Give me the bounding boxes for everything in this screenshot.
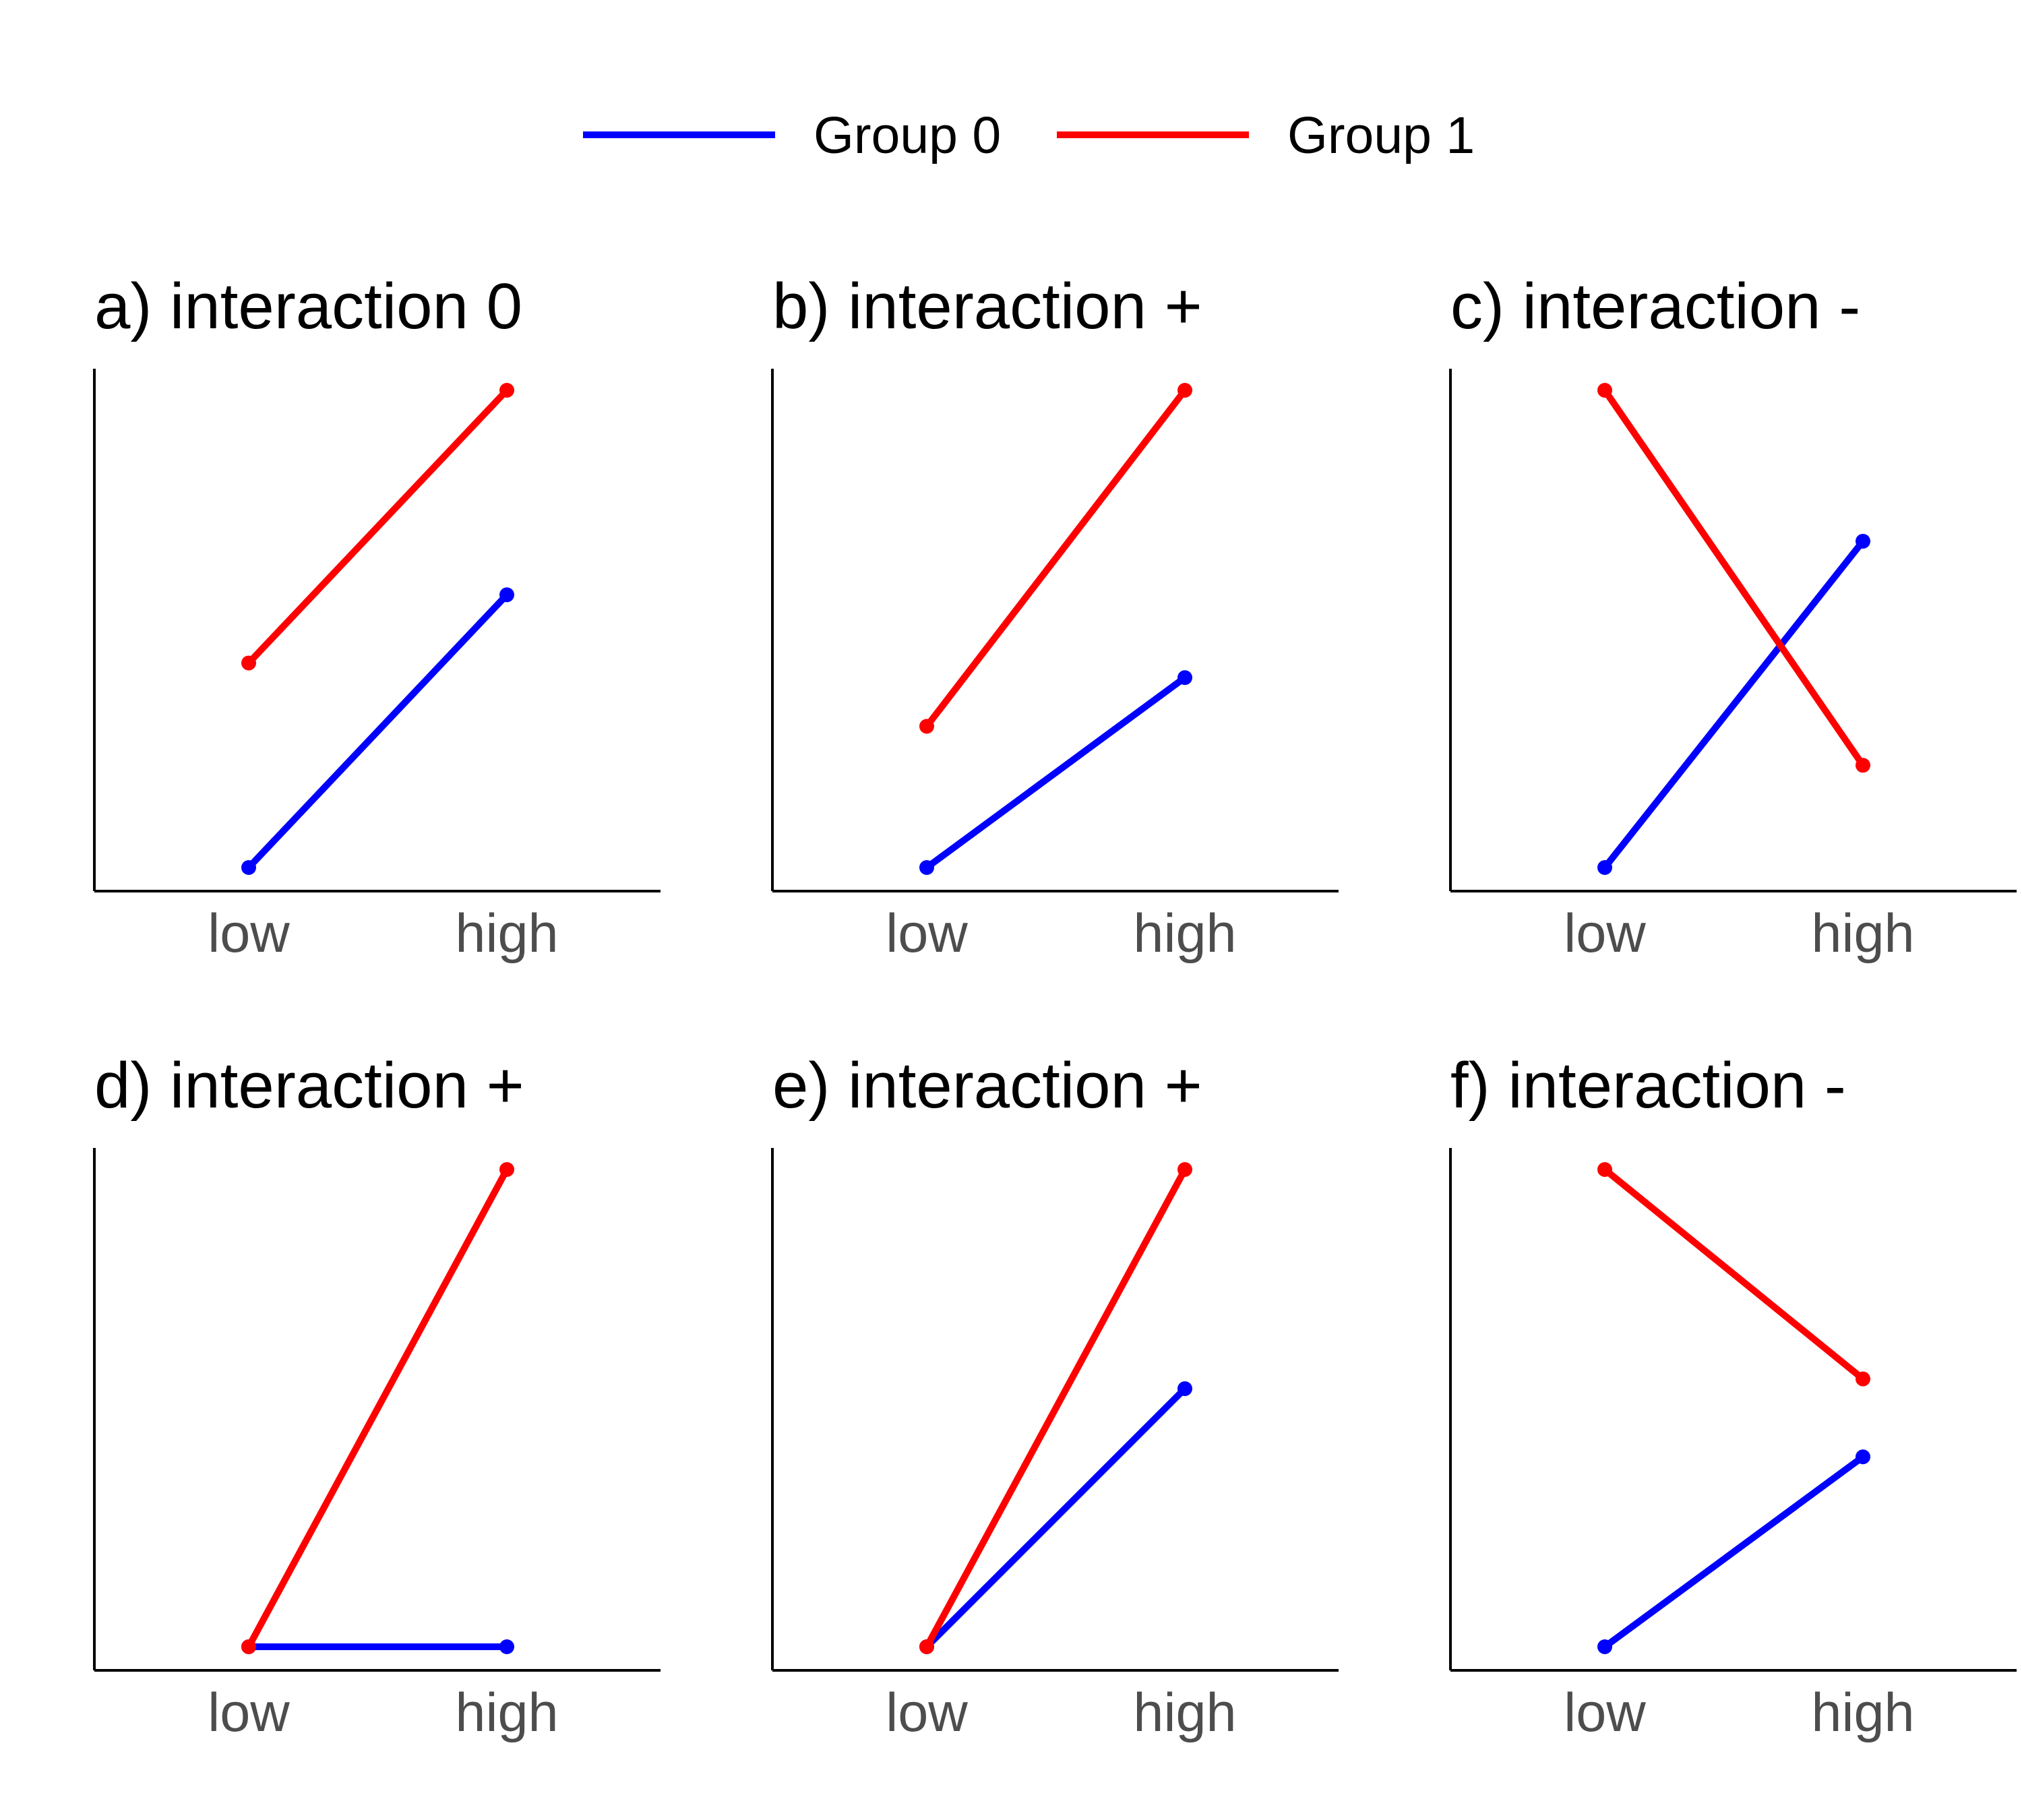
- data-point-low: [1597, 860, 1612, 875]
- series-line: [924, 1386, 1188, 1649]
- panel-title: f) interaction -: [1450, 1050, 1846, 1122]
- series-line: [245, 1167, 510, 1649]
- panel-e: e) interaction + low high: [771, 1050, 1339, 1743]
- data-point-high: [499, 383, 514, 398]
- x-tick-label: high: [455, 1682, 558, 1743]
- series-line: [246, 388, 510, 666]
- data-point-high: [499, 1639, 514, 1654]
- panel-title: a) interaction 0: [94, 270, 522, 342]
- x-tick-label: low: [1564, 1682, 1646, 1743]
- series-group-1: [241, 1162, 514, 1654]
- series-group-0: [919, 1381, 1192, 1654]
- legend-label: Group 1: [1287, 107, 1475, 164]
- series-group-0: [241, 1639, 514, 1654]
- x-tick-label: high: [1133, 1682, 1236, 1743]
- data-point-high: [1177, 383, 1192, 398]
- x-tick-label: low: [208, 1682, 290, 1743]
- data-point-high: [1856, 1449, 1870, 1465]
- series-group-0: [919, 670, 1192, 875]
- legend-label: Group 0: [814, 107, 1001, 164]
- data-point-low: [1597, 383, 1612, 398]
- series-line: [1602, 539, 1866, 870]
- data-point-low: [919, 1639, 934, 1654]
- series-group-1: [919, 383, 1192, 734]
- panel-c: c) interaction - low high: [1449, 270, 2017, 964]
- data-point-low: [1597, 1639, 1612, 1654]
- series-group-1: [1597, 383, 1870, 773]
- series-line: [923, 1167, 1188, 1649]
- x-tick-label: high: [1811, 1682, 1914, 1743]
- data-point-low: [241, 655, 256, 671]
- series-group-0: [1597, 1449, 1870, 1654]
- x-tick-label: low: [886, 903, 968, 964]
- panel-title: b) interaction +: [772, 270, 1202, 342]
- data-point-high: [1177, 1162, 1192, 1177]
- data-point-high: [499, 1162, 514, 1177]
- panel-title: c) interaction -: [1450, 270, 1860, 342]
- panel-title: d) interaction +: [94, 1050, 524, 1122]
- series-line: [924, 388, 1188, 729]
- x-tick-label: low: [1564, 903, 1646, 964]
- series-group-0: [241, 587, 514, 875]
- series-line: [1601, 388, 1866, 768]
- data-point-low: [1597, 1162, 1612, 1177]
- legend: Group 0 Group 1: [583, 107, 1475, 164]
- legend-item-group-1: Group 1: [1057, 107, 1475, 164]
- data-point-low: [919, 860, 934, 875]
- x-tick-label: high: [1133, 903, 1236, 964]
- x-tick-label: low: [208, 903, 290, 964]
- series-line: [925, 675, 1187, 871]
- series-line: [1603, 1454, 1865, 1650]
- data-point-low: [241, 860, 256, 875]
- data-point-high: [1177, 1381, 1192, 1397]
- data-point-low: [919, 719, 934, 734]
- data-point-high: [499, 587, 514, 603]
- series-group-1: [919, 1162, 1192, 1654]
- x-tick-label: high: [455, 903, 558, 964]
- x-tick-label: low: [886, 1682, 968, 1743]
- series-line: [1602, 1167, 1866, 1382]
- series-group-0: [1597, 533, 1870, 875]
- chart-panels: a) interaction 0 low high b) interaction + l…: [93, 270, 2017, 1743]
- panel-a: a) interaction 0 low high: [93, 270, 661, 964]
- x-tick-label: high: [1811, 903, 1914, 964]
- panel-d: d) interaction + low high: [93, 1050, 661, 1743]
- data-point-high: [1177, 670, 1192, 686]
- data-point-low: [241, 1639, 256, 1654]
- data-point-high: [1856, 1371, 1870, 1387]
- panel-f: f) interaction - low high: [1449, 1050, 2017, 1743]
- series-group-1: [1597, 1162, 1870, 1387]
- panel-title: e) interaction +: [772, 1050, 1202, 1122]
- data-point-high: [1856, 758, 1870, 773]
- series-line: [246, 592, 510, 870]
- panel-b: b) interaction + low high: [771, 270, 1339, 964]
- data-point-high: [1856, 533, 1870, 549]
- legend-item-group-0: Group 0: [583, 107, 1001, 164]
- series-group-1: [241, 383, 514, 671]
